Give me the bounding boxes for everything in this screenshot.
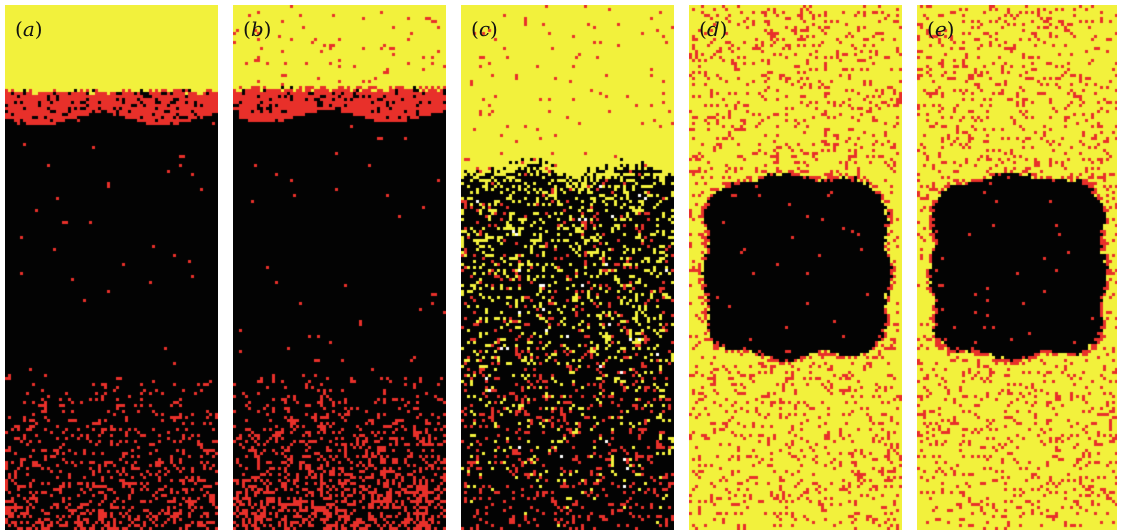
panel-b-image (233, 5, 446, 530)
panel-e: (e) (917, 5, 1117, 530)
panel-e-label: (e) (927, 17, 955, 41)
panel-e-image (917, 5, 1117, 530)
panel-d: (d) (689, 5, 902, 530)
panel-c: (c) (461, 5, 674, 530)
panel-a: (a) (5, 5, 218, 530)
panel-d-image (689, 5, 902, 530)
panel-c-image (461, 5, 674, 530)
panel-d-label: (d) (699, 17, 728, 41)
panel-b-label: (b) (243, 17, 272, 41)
panel-c-label: (c) (471, 17, 498, 41)
panel-b: (b) (233, 5, 446, 530)
panel-a-label: (a) (15, 17, 43, 41)
panel-a-image (5, 5, 218, 530)
